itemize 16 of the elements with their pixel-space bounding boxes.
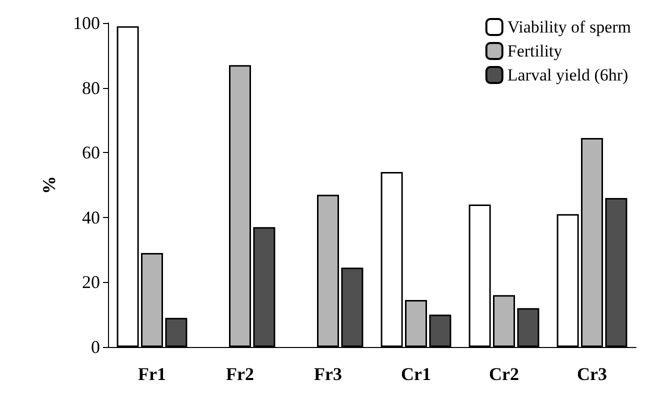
y-tick-label: 60 — [82, 142, 100, 163]
legend-label: Fertility — [507, 42, 563, 60]
x-tick-label: Cr1 — [401, 364, 431, 384]
y-tick-label: 80 — [82, 78, 100, 98]
x-tick-label: Fr3 — [314, 364, 342, 384]
legend-label: Larval yield (6hr) — [507, 66, 628, 84]
x-tick-label: Cr3 — [577, 364, 607, 384]
x-tick-label: Cr2 — [489, 364, 519, 384]
y-tick-label: 0 — [91, 337, 100, 357]
x-tick-label: Fr1 — [138, 364, 166, 384]
y-tick-label: 20 — [82, 272, 100, 292]
legend-label: Viability of sperm — [507, 18, 631, 36]
y-axis-title: % — [39, 176, 59, 194]
x-tick-label: Fr2 — [226, 364, 254, 384]
y-tick-label: 40 — [82, 207, 100, 228]
y-tick-label: 100 — [73, 13, 100, 33]
